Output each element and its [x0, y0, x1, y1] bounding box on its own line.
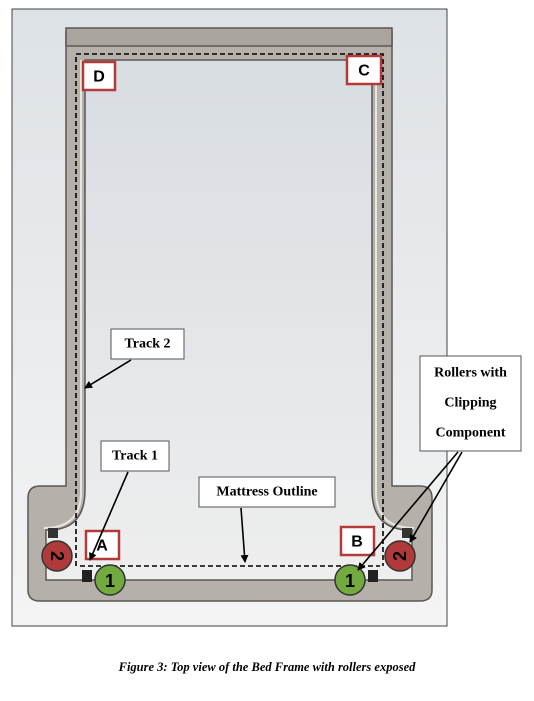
head-rail	[65, 27, 393, 47]
svg-text:B: B	[351, 534, 363, 551]
roller-2-left: 2	[41, 540, 73, 572]
callout-mattress-outline: Mattress Outline	[198, 476, 336, 508]
corner-label-b: B	[339, 525, 376, 557]
callout-track-2-text: Track 2	[124, 337, 170, 352]
arrow-mattress-outline	[240, 507, 249, 563]
callout-rollers-line-3: Component	[435, 426, 505, 441]
roller-2-right-label: 2	[390, 551, 410, 561]
roller-bracket-left	[48, 528, 58, 538]
callout-track-1: Track 1	[100, 440, 170, 472]
roller-1-right: 1	[334, 564, 366, 596]
arrow-rollers-to-right-roller	[409, 451, 463, 543]
svg-text:C: C	[358, 63, 370, 80]
corner-label-d: D	[81, 60, 117, 92]
callout-track-1-text: Track 1	[112, 449, 158, 464]
callout-rollers-line-2: Clipping	[444, 396, 496, 411]
track-2-path	[75, 53, 384, 566]
roller-1-left-label: 1	[105, 571, 115, 591]
callout-rollers: Rollers with Clipping Component	[419, 355, 522, 452]
callout-mattress-outline-text: Mattress Outline	[216, 485, 317, 500]
svg-text:A: A	[96, 538, 108, 555]
callout-rollers-line-1: Rollers with	[434, 366, 507, 381]
arrow-rollers-to-green-roller	[357, 451, 459, 571]
roller-1-right-label: 1	[345, 571, 355, 591]
callout-track-2: Track 2	[110, 328, 185, 360]
corner-label-a: A	[84, 529, 121, 561]
corner-label-c: C	[345, 54, 383, 86]
roller-2-right: 2	[384, 540, 416, 572]
roller-1-left: 1	[94, 564, 126, 596]
figure-caption: Figure 3: Top view of the Bed Frame with…	[118, 660, 416, 674]
arrow-track-1	[89, 471, 129, 561]
arrow-track-2	[84, 359, 132, 389]
roller-2-left-label: 2	[47, 551, 67, 561]
svg-text:D: D	[93, 69, 105, 86]
roller-bracket-right	[402, 528, 412, 538]
